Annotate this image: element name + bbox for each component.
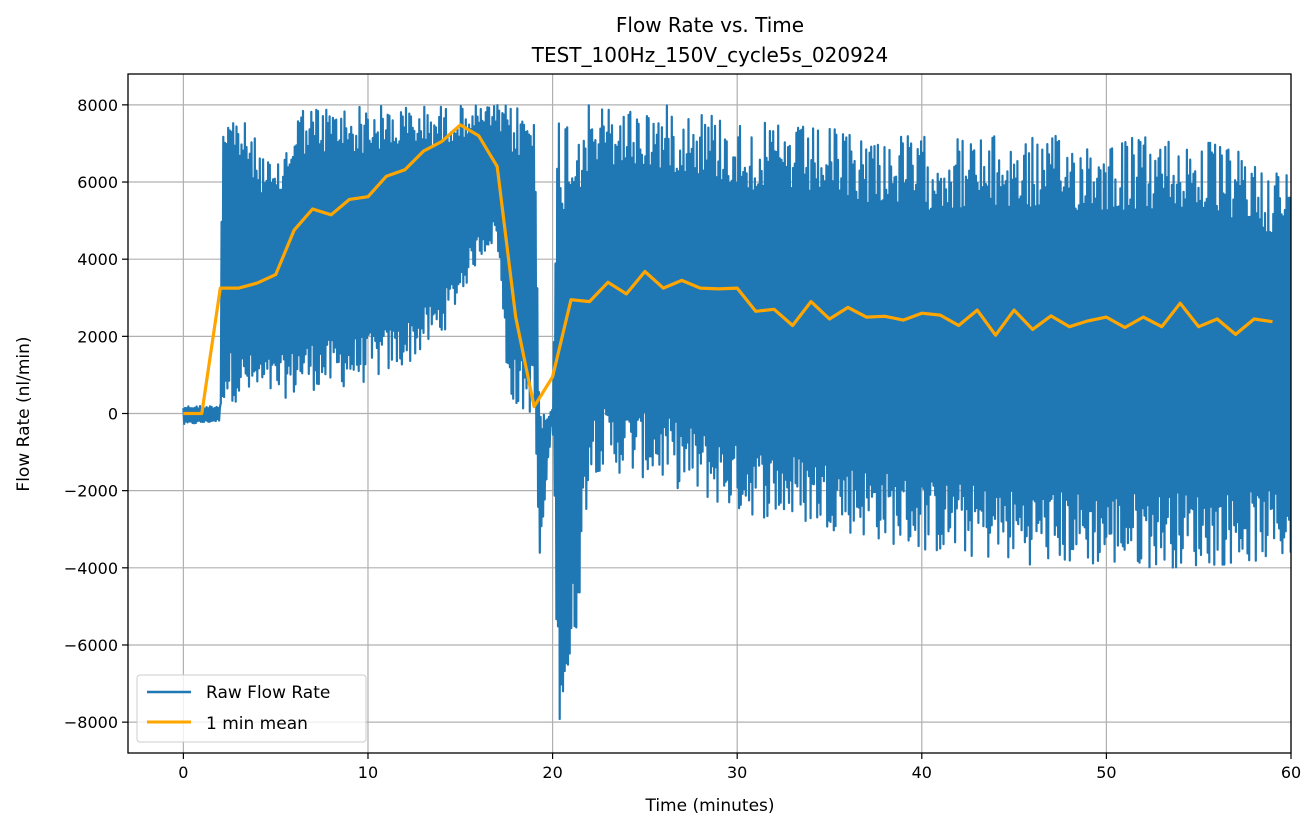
y-axis-ticks: −8000 −6000 −4000 −2000 0 2000 4000 6000 8000 (64, 96, 128, 732)
x-tick-label: 60 (1281, 763, 1301, 782)
mean-line (183, 123, 1273, 416)
y-tick-label: −8000 (64, 713, 118, 732)
x-tick-label: 40 (912, 763, 932, 782)
chart-title: Flow Rate vs. Time (616, 13, 804, 37)
legend: Raw Flow Rate 1 min mean (136, 674, 367, 743)
x-tick-label: 30 (727, 763, 747, 782)
x-axis-ticks: 0 10 20 30 40 50 60 (178, 753, 1301, 782)
x-tick-label: 50 (1096, 763, 1116, 782)
legend-label-raw: Raw Flow Rate (206, 683, 330, 703)
mean-series (183, 123, 1273, 416)
x-tick-label: 20 (542, 763, 562, 782)
y-tick-label: −6000 (64, 636, 118, 655)
y-tick-label: 4000 (77, 250, 118, 269)
chart-subtitle: TEST_100Hz_150V_cycle5s_020924 (531, 43, 889, 67)
plot-area (182, 104, 1291, 721)
y-tick-label: 8000 (77, 96, 118, 115)
y-tick-label: 2000 (77, 327, 118, 346)
raw-flow-rate-line (182, 104, 1291, 721)
x-tick-label: 10 (358, 763, 378, 782)
legend-box (136, 674, 367, 743)
y-tick-label: −2000 (64, 482, 118, 501)
raw-flow-rate-series (182, 104, 1291, 721)
y-tick-label: −4000 (64, 559, 118, 578)
y-tick-label: 6000 (77, 173, 118, 192)
x-axis-label: Time (minutes) (644, 796, 774, 816)
y-axis-label: Flow Rate (nl/min) (14, 336, 34, 491)
x-tick-label: 0 (178, 763, 188, 782)
legend-label-mean: 1 min mean (206, 714, 308, 734)
y-tick-label: 0 (108, 405, 118, 424)
